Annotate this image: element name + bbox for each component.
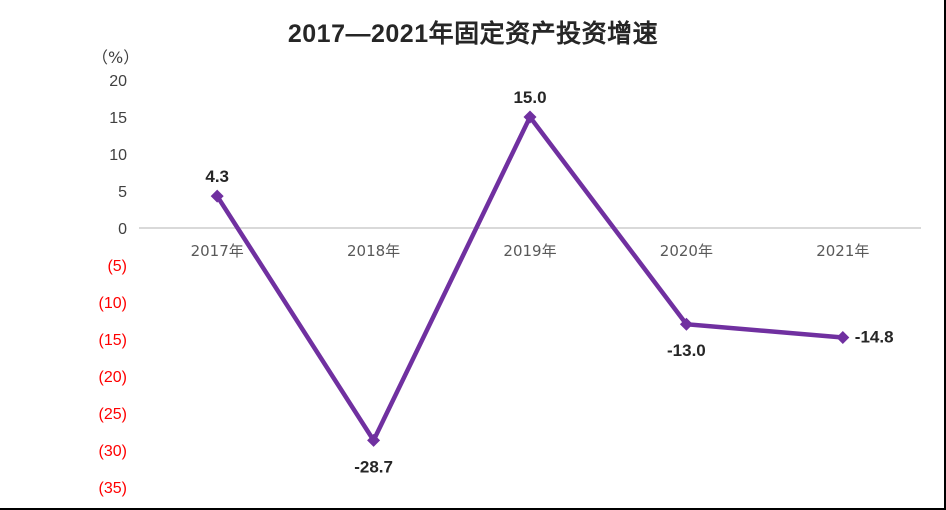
y-tick-label: 20 <box>109 73 127 90</box>
y-tick-label: (35) <box>99 480 127 497</box>
x-category-label: 2019年 <box>503 242 556 260</box>
y-tick-label: 0 <box>118 221 127 238</box>
x-category-label: 2017年 <box>191 242 244 260</box>
y-tick-label: (20) <box>99 369 127 386</box>
series-line <box>215 112 843 445</box>
chart-title: 2017—2021年固定资产投资增速 <box>287 20 659 48</box>
data-label: -13.0 <box>667 341 706 360</box>
data-point-marker <box>679 317 693 331</box>
y-tick-label: 15 <box>109 110 127 127</box>
y-tick-label: (15) <box>99 332 127 349</box>
data-point-marker <box>210 189 224 203</box>
data-point-marker <box>836 331 850 345</box>
y-tick-label: 5 <box>118 184 127 201</box>
data-point-marker <box>367 433 381 447</box>
y-axis-unit-label: （%） <box>92 48 140 67</box>
y-tick-label: (10) <box>99 295 127 312</box>
y-tick-label: (5) <box>107 258 127 275</box>
data-point-marker <box>523 110 537 124</box>
x-category-label: 2020年 <box>660 242 713 260</box>
data-label: -28.7 <box>354 457 393 476</box>
y-tick-label: (25) <box>99 406 127 423</box>
x-category-label: 2018年 <box>347 242 400 260</box>
x-category-label: 2021年 <box>816 242 869 260</box>
y-tick-label: 10 <box>109 147 127 164</box>
data-label: -14.8 <box>855 328 894 347</box>
y-tick-label: (30) <box>99 443 127 460</box>
data-label: 4.3 <box>205 167 229 186</box>
data-label: 15.0 <box>513 88 546 107</box>
